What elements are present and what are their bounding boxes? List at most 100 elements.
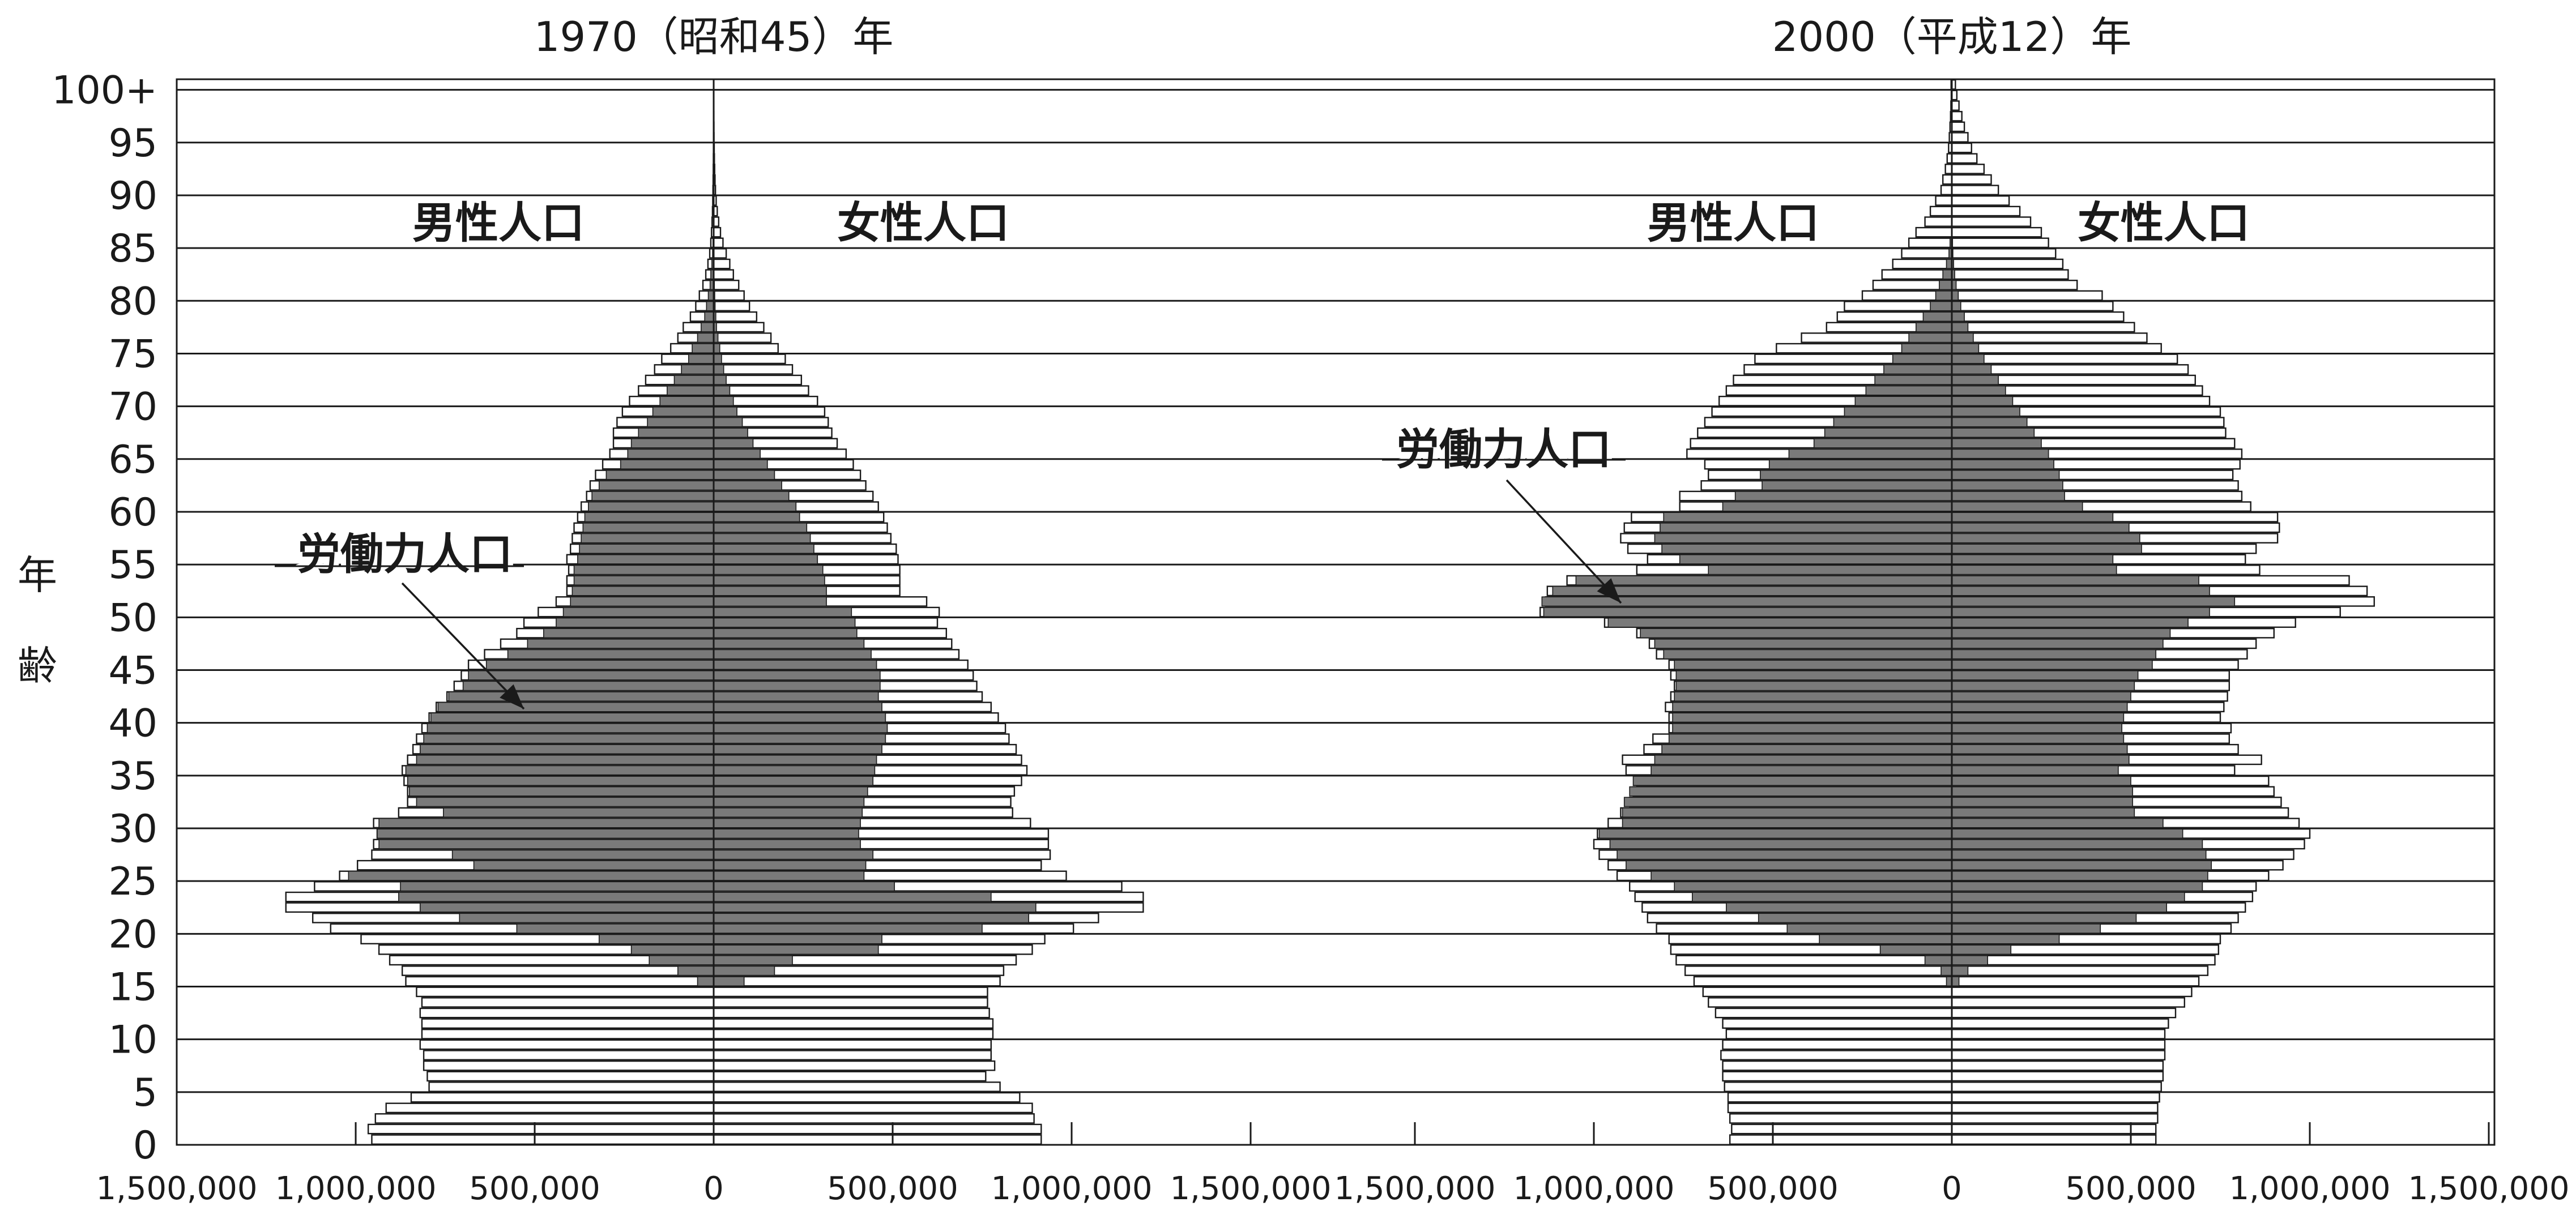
bar-2000-labor-left-age-24 <box>1674 881 1952 892</box>
bar-2000-labor-right-age-32 <box>1951 797 2133 807</box>
y-tick-label-80: 80 <box>108 279 157 324</box>
bar-1970-labor-left-age-40 <box>430 712 714 723</box>
bar-1970-labor-right-age-64 <box>713 459 768 470</box>
bar-2000-labor-right-age-35 <box>1951 765 2119 776</box>
bar-2000-labor-left-age-61 <box>1734 491 1952 501</box>
bar-1970-labor-right-age-50 <box>713 607 852 617</box>
bar-2000-pop-right-age-15 <box>1951 976 2200 987</box>
bar-1970-labor-left-age-48 <box>543 628 714 639</box>
bar-2000-labor-right-age-23 <box>1951 892 2185 903</box>
bar-1970-labor-left-age-27 <box>451 849 714 860</box>
bar-1970-labor-right-age-63 <box>713 469 775 480</box>
bar-1970-pop-right-age-2 <box>713 1113 1035 1124</box>
bar-2000-labor-left-age-55 <box>1679 554 1952 564</box>
bar-2000-labor-left-age-82 <box>1942 269 1952 280</box>
bar-1970-labor-left-age-53 <box>573 575 714 586</box>
bar-1970-labor-right-age-48 <box>713 628 858 639</box>
bar-1970-labor-left-age-28 <box>378 839 714 849</box>
bar-1970-labor-left-age-63 <box>605 469 714 480</box>
bar-2000-pop-right-age-1 <box>1951 1123 2157 1135</box>
bar-1970-labor-right-age-36 <box>713 754 877 765</box>
bar-2000-labor-left-age-73 <box>1883 364 1952 375</box>
bar-1970-labor-left-age-32 <box>416 797 714 807</box>
y-tick-label-45: 45 <box>108 648 157 693</box>
bar-1970-labor-left-age-34 <box>407 776 714 786</box>
bar-1970-pop-left-age-13 <box>421 997 715 1008</box>
bar-1970-pop-left-age-8 <box>423 1050 715 1060</box>
labor-label-1970-arrow-line <box>401 582 525 710</box>
bar-1970-labor-left-age-71 <box>667 385 714 396</box>
bar-1970-pop-right-age-11 <box>713 1018 994 1029</box>
bar-1970-labor-right-age-31 <box>713 807 863 818</box>
bar-2000-pop-right-age-6 <box>1951 1071 2164 1082</box>
bar-2000-pop-left-age-82 <box>1881 269 1953 280</box>
bar-1970-labor-left-age-77 <box>701 322 714 332</box>
bar-1970-pop-right-age-7 <box>713 1060 996 1071</box>
bar-1970-pop-left-age-15 <box>405 976 715 987</box>
bar-2000-pop-right-age-92 <box>1951 164 1985 174</box>
bar-2000-labor-right-age-16 <box>1951 965 1969 976</box>
bar-1970-labor-right-age-71 <box>713 385 731 396</box>
bar-2000-pop-left-age-7 <box>1722 1060 1953 1071</box>
bar-2000-pop-left-age-15 <box>1693 976 1953 987</box>
series-1970-2 <box>348 237 714 987</box>
bar-2000-labor-left-age-71 <box>1865 385 1952 396</box>
bar-2000-pop-left-age-2 <box>1729 1113 1953 1124</box>
panel-1970 <box>285 79 1144 1145</box>
bar-1970-pop-left-age-5 <box>428 1081 715 1092</box>
bar-1970-labor-right-age-41 <box>713 702 882 712</box>
bar-2000-pop-left-age-0 <box>1729 1134 1953 1145</box>
bar-2000-labor-left-age-68 <box>1833 417 1952 427</box>
x-tick-label-1970-3: 0 <box>703 1170 724 1207</box>
x-tick-label-2000-4: 500,000 <box>2065 1170 2197 1207</box>
bar-2000-labor-left-age-21 <box>1758 913 1952 923</box>
bar-2000-pop-left-age-88 <box>1929 206 1953 217</box>
bar-2000-labor-right-age-47 <box>1951 638 2164 649</box>
bar-2000-pop-left-age-84 <box>1901 248 1953 259</box>
bar-1970-pop-left-age-4 <box>410 1092 715 1103</box>
bar-1970-labor-right-age-17 <box>713 955 793 965</box>
bar-2000-labor-left-age-34 <box>1632 776 1952 786</box>
bar-2000-labor-right-age-66 <box>1951 438 2042 448</box>
bar-1970-pop-right-age-3 <box>713 1102 1033 1114</box>
bar-1970-labor-right-age-30 <box>713 818 861 828</box>
bar-1970-labor-right-age-18 <box>713 944 879 955</box>
bar-2000-labor-right-age-73 <box>1951 364 1992 375</box>
bar-2000-pop-left-age-14 <box>1702 986 1953 998</box>
bar-1970-pop-right-age-10 <box>713 1029 994 1040</box>
bar-2000-pop-right-age-88 <box>1951 206 2021 217</box>
bar-2000-pop-left-age-91 <box>1942 174 1953 185</box>
bar-2000-labor-left-age-26 <box>1626 860 1952 871</box>
bar-1970-labor-right-age-47 <box>713 638 865 649</box>
bar-1970-labor-left-age-20 <box>516 923 714 934</box>
bar-2000-pop-right-age-78 <box>1951 311 2125 322</box>
bar-1970-labor-right-age-39 <box>713 723 888 733</box>
bar-1970-pop-left-age-1 <box>367 1123 715 1135</box>
bar-2000-labor-left-age-42 <box>1674 691 1952 702</box>
y-tick-label-5: 5 <box>133 1071 157 1115</box>
bar-2000-labor-right-age-62 <box>1951 480 2063 491</box>
bar-2000-labor-right-age-27 <box>1951 849 2207 860</box>
bar-2000-pop-right-age-86 <box>1951 226 2042 238</box>
bar-1970-pop-left-age-11 <box>421 1018 715 1029</box>
bar-2000-labor-right-age-65 <box>1951 448 2049 459</box>
bar-2000-pop-right-age-83 <box>1951 258 2064 270</box>
male-label-2000: 男性人口 <box>1647 198 1819 248</box>
bar-1970-labor-left-age-33 <box>408 786 714 797</box>
bar-2000-labor-left-age-23 <box>1692 892 1952 903</box>
bar-1970-labor-right-age-19 <box>713 934 882 944</box>
panel-title-2000: 2000（平成12）年 <box>1772 13 2132 61</box>
bar-2000-labor-left-age-80 <box>1935 290 1952 301</box>
bar-2000-labor-left-age-46 <box>1663 649 1952 660</box>
bar-2000-labor-right-age-57 <box>1951 533 2140 544</box>
series-1970-3 <box>713 280 1037 987</box>
bar-1970-pop-right-age-72 <box>713 374 803 386</box>
bar-1970-labor-right-age-52 <box>713 585 827 596</box>
y-tick-label-100: 100+ <box>52 69 157 113</box>
bar-1970-pop-right-age-9 <box>713 1039 992 1050</box>
axes-layer <box>176 79 2490 1145</box>
bar-2000-pop-right-age-80 <box>1951 290 2103 301</box>
bar-2000-labor-right-age-48 <box>1951 628 2171 639</box>
bar-2000-pop-right-age-85 <box>1951 237 2049 249</box>
labor-label-2000-arrow-line <box>1505 479 1622 604</box>
